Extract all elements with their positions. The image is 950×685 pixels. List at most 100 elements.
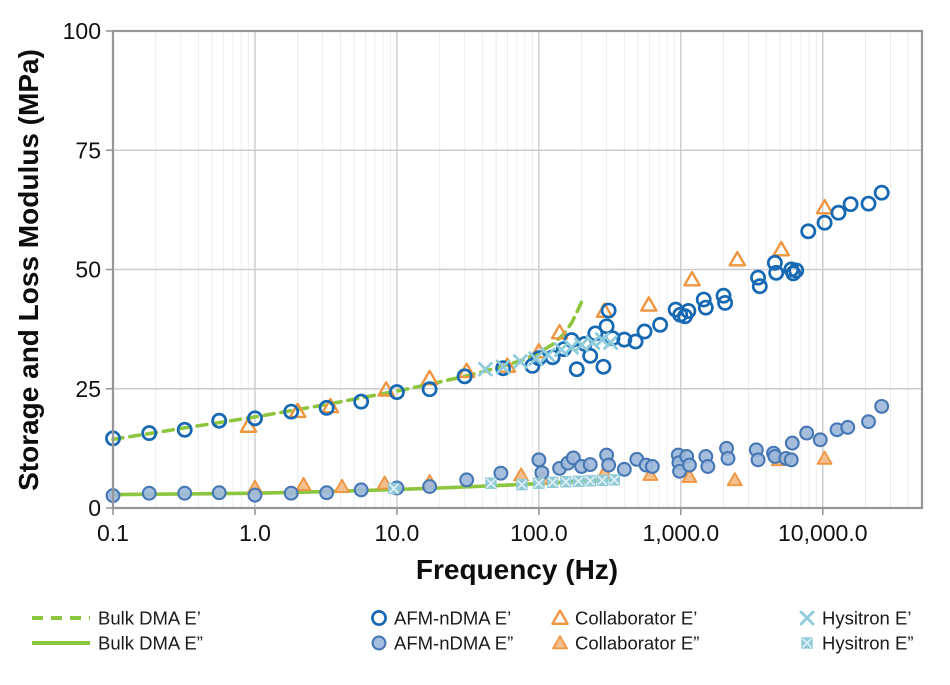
marker-square-x-glyph: [801, 637, 813, 649]
marker-circle-open: [371, 610, 387, 626]
marker-x: [799, 610, 815, 626]
marker-circle-open: [697, 299, 714, 316]
marker-square-x-glyph: [485, 478, 496, 489]
x-tick-label: 0.1: [97, 520, 129, 546]
marker-circle-filled: [874, 398, 890, 414]
x-tick-label: 10.0: [375, 520, 420, 546]
legend-label: Hysitron E’: [822, 608, 911, 629]
marker-triangle-filled: [334, 478, 350, 493]
marker-circle-filled: [783, 452, 799, 468]
axis-layer: 0.1 1.0 10.0 100.0 1,000.0 10,000.0 0 25 50 75 100: [63, 18, 924, 546]
data-series-layer: [105, 184, 890, 504]
marker-square-x-glyph: [560, 476, 571, 487]
y-tick-label: 100: [63, 18, 101, 44]
x-tick-label: 1.0: [239, 520, 271, 546]
marker-circle-filled: [644, 459, 660, 474]
marker-circle-filled: [861, 414, 876, 430]
marker-square-x-glyph: [547, 477, 558, 488]
marker-circle-filled: [784, 435, 800, 451]
marker-circle-open: [751, 278, 768, 295]
marker-circle-open: [785, 265, 802, 282]
marker-circle-open: [353, 393, 370, 410]
marker-circle-filled: [422, 479, 438, 494]
legend-item: Hysitron E’: [799, 608, 911, 629]
legend-label: Bulk DMA E’: [98, 608, 201, 629]
marker-circle-open: [768, 264, 785, 281]
marker-circle-filled: [531, 452, 547, 468]
marker-x: [594, 332, 610, 348]
y-axis-title: Storage and Loss Modulus (MPa): [13, 49, 44, 491]
marker-circle-open: [788, 262, 805, 279]
marker-square-x-glyph: [597, 475, 608, 486]
marker-circle-open: [176, 421, 193, 438]
marker-circle-filled: [211, 485, 227, 501]
marker-circle-open: [842, 196, 859, 213]
marker-x: [603, 335, 618, 350]
marker-circle-filled: [812, 432, 828, 448]
marker-circle-filled: [534, 465, 550, 481]
legend-item: AFM-nDMA E’: [371, 608, 511, 629]
marker-circle-open: [766, 254, 783, 271]
y-tick-label: 50: [75, 257, 101, 283]
marker-circle-open: [456, 368, 473, 385]
marker-x: [477, 361, 493, 377]
marker-circle-open: [600, 302, 617, 319]
marker-circle-filled: [750, 452, 766, 468]
marker-triangle-open: [420, 369, 439, 386]
marker-circle-open: [595, 358, 612, 375]
marker-square-x-glyph: [573, 476, 584, 487]
marker-circle-filled: [283, 485, 299, 501]
marker-circle-open: [652, 316, 669, 333]
marker-circle-open: [860, 195, 877, 212]
marker-x: [540, 347, 556, 363]
marker-circle-open: [680, 303, 697, 319]
marker-circle-open: [283, 403, 300, 420]
marker-circle-filled: [177, 485, 193, 501]
marker-circle-filled: [601, 457, 617, 473]
marker-circle-filled: [799, 425, 815, 441]
marker-x: [495, 359, 511, 375]
marker-circle-open: [495, 360, 512, 377]
marker-triangle-filled: [726, 472, 743, 487]
marker-triangle-open: [550, 323, 569, 340]
y-tick-label: 25: [75, 376, 101, 402]
marker-triangle-filled: [552, 635, 568, 650]
series-5: [105, 398, 890, 504]
marker-triangle-filled: [295, 476, 312, 491]
marker-circle-filled: [681, 457, 697, 473]
legend-item: AFM-nDMA E”: [371, 633, 513, 654]
marker-circle-open: [421, 381, 438, 398]
marker-x: [512, 354, 528, 369]
legend-label: Hysitron E”: [822, 633, 914, 654]
marker-triangle-open: [288, 402, 307, 419]
marker-square-x-glyph: [388, 483, 399, 494]
marker-circle-open: [318, 399, 335, 416]
legend-item: Bulk DMA E’: [32, 608, 201, 629]
marker-square-x-glyph: [533, 478, 544, 489]
marker-circle-open: [141, 425, 158, 442]
chart-legend: Bulk DMA E’ Bulk DMA E” AFM-nDMA E’ AFM-nDM…: [32, 608, 914, 654]
marker-circle-open: [568, 361, 585, 378]
legend-label: Collaborator E’: [575, 608, 697, 629]
legend-label: AFM-nDMA E”: [394, 633, 513, 654]
marker-triangle-open: [728, 250, 747, 267]
marker-circle-open: [816, 214, 833, 231]
marker-circle-open: [750, 269, 767, 286]
marker-circle-filled: [141, 485, 157, 501]
y-tick-label: 0: [88, 495, 101, 521]
marker-circle-filled: [720, 450, 736, 466]
series-7: [388, 474, 621, 495]
marker-circle-filled: [353, 482, 369, 498]
marker-triangle-open: [815, 198, 834, 215]
marker-triangle-filled: [681, 468, 698, 483]
legend-label: Collaborator E”: [575, 633, 699, 654]
marker-circle-filled: [247, 487, 263, 503]
marker-circle-open: [695, 291, 712, 308]
legend-item: Collaborator E’: [551, 608, 697, 629]
marker-circle-filled: [319, 485, 335, 501]
marker-circle-filled: [840, 419, 856, 435]
marker-triangle-open: [551, 609, 569, 625]
legend-item: Hysitron E”: [801, 633, 914, 654]
